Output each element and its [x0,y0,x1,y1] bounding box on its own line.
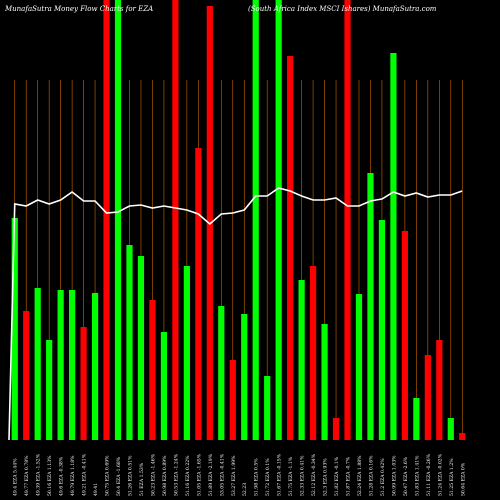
money-flow-bar [332,418,340,440]
x-tick-label: 51.83 EZA 1.41% [414,455,420,496]
price-line [8,187,463,441]
money-flow-bar [57,290,64,440]
x-axis-tick-labels: 49.4 EZA 5.44% 49.77 EZA 0.78% 49.39 EZA -… [13,453,467,496]
money-flow-bar [390,53,397,440]
x-tick-label: 50.64 EZA 0% [460,462,466,496]
x-tick-label: 51.24 EZA -0.02% [437,453,443,496]
x-tick-label: 51 EZA 1.53% [139,462,145,496]
money-flow-bar [378,220,386,440]
money-flow-bar [241,314,248,440]
x-tick-label: 51.87 EZA -0.7% [346,456,352,496]
money-flow-bar [137,256,145,440]
chart-title: MunafaSutra Money Flow Charts for EZA [5,5,154,13]
money-flow-bar [91,293,99,440]
money-flow-bar [298,280,305,440]
money-flow-bar [436,340,443,440]
money-flow-bar [355,294,363,440]
x-tick-label: 50.16 EZA 1.13% [47,455,53,496]
x-tick-label: 50.99 EZA 1.03% [391,455,397,496]
x-tick-label: 51.26 EZA 0.51% [127,455,133,496]
money-flow-bar [344,0,351,440]
x-tick-label: 51.25 EZA 1.2% [449,458,455,496]
money-flow-bar [11,218,18,440]
money-flow-bar [447,418,454,440]
money-flow-bar [149,300,156,440]
money-flow-bar [401,231,408,440]
money-flow-bar [229,360,236,440]
x-tick-label: 49.39 EZA -1.52% [36,453,42,496]
x-tick-label: 51.2 EZA 0.42% [380,458,386,496]
money-flow-bar [218,306,225,440]
x-tick-label: 51.67 EZA -0.15% [277,453,283,496]
x-tick-label: 50.23 EZA -1.46% [150,453,156,496]
x-tick-label: 51.82 EZA -0.1% [334,456,340,496]
money-flow-bars [11,0,466,440]
money-flow-bar [195,148,202,440]
x-tick-label: 49.77 EZA 0.78% [24,455,30,496]
x-tick-label: 53.05 EZA -0.41% [219,453,225,496]
x-tick-label: 49.21 EZA -0.41% [82,453,88,496]
x-tick-label: 50.47 EZA -2.6% [403,456,409,496]
x-tick-label: 49.41 [93,483,99,496]
x-tick-label: 51.89 EZA -2.19% [208,453,214,496]
x-tick-label: 52.12 EZA -0.34% [311,453,317,496]
x-tick-label: 50.53 EZA -1.24% [173,453,179,496]
chart-subtitle: (South Africa Index MSCI Ishares) Munafa… [248,5,437,13]
x-tick-label: 51.16 EZA 0.22% [185,455,191,496]
x-tick-label: 51.05 EZA -1.65% [196,453,202,496]
money-flow-bar [103,0,110,440]
x-tick-label: 51.11 EZA -0.26% [426,453,432,496]
money-flow-bar [252,0,259,440]
x-tick-label: 52.24 EZA 1.88% [357,455,363,496]
x-tick-label: 51.75 EZA -1.1% [288,456,294,496]
money-flow-bar [34,288,41,440]
money-flow-bar [46,340,53,440]
x-tick-label: 51.98 EZA 0.5% [254,458,260,496]
money-flow-bar [172,0,179,440]
money-flow-bar [321,324,328,440]
x-tick-label: 49.4 EZA 5.44% [13,458,19,496]
x-tick-label: 50.98 EZA 0.89% [162,455,168,496]
money-flow-bar [114,0,122,440]
price-line-layer [8,187,463,441]
money-flow-bar [275,0,282,440]
x-tick-label: 49.6 EZA -0.38% [59,456,65,496]
x-tick-label: 52.23 [242,483,248,496]
money-flow-bar [80,327,87,440]
money-flow-bar [309,266,317,440]
x-tick-label: 49.79 EZA 1.18% [70,455,76,496]
money-flow-bar [126,245,133,440]
money-flow-bar [459,433,466,440]
x-tick-label: 52.3 EZA 0.93% [323,458,329,496]
x-tick-label: 50.75 EZA 0.69% [105,455,111,496]
x-tick-label: 50.4 EZA -1.68% [116,456,122,496]
money-flow-bar [413,398,420,440]
x-tick-label: 51.28 EZA 0.16% [368,455,374,496]
money-flow-bar [69,290,76,440]
money-flow-bar [23,311,30,440]
money-flow-bar [160,332,168,440]
x-tick-label: 53.27 EZA 1.99% [231,455,237,496]
money-flow-bar [367,173,374,440]
x-tick-label: 51.72 EZA 0.1% [265,458,271,496]
money-flow-bar [287,56,294,440]
money-flow-bar [183,266,190,440]
money-flow-bar [424,355,431,440]
money-flow-bar [264,376,271,440]
x-tick-label: 52.33 EZA 0.41% [300,455,306,496]
